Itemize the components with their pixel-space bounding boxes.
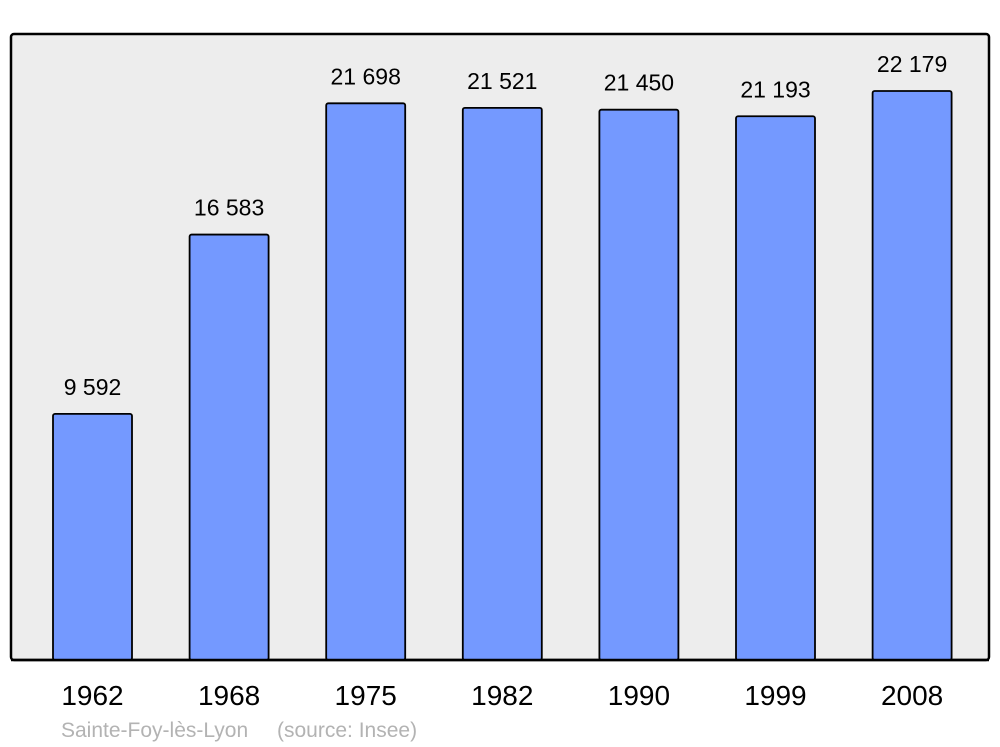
bar-1968 xyxy=(188,233,270,661)
value-label-1962: 9 592 xyxy=(64,374,122,400)
category-label-1990: 1990 xyxy=(608,680,670,711)
bar-1990 xyxy=(598,108,680,661)
category-label-2008: 2008 xyxy=(881,680,943,711)
category-label-1962: 1962 xyxy=(61,680,123,711)
footer-place: Sainte-Foy-lès-Lyon xyxy=(61,719,248,742)
bar-1962 xyxy=(52,413,133,661)
value-label-2008: 22 179 xyxy=(877,51,947,77)
value-label-1990: 21 450 xyxy=(604,70,674,96)
bar-1999 xyxy=(735,115,816,661)
value-label-1975: 21 698 xyxy=(331,63,401,89)
bar-1982 xyxy=(461,106,543,661)
bar-1975 xyxy=(325,102,407,661)
value-label-1999: 21 193 xyxy=(740,76,810,102)
category-label-1999: 1999 xyxy=(744,680,806,711)
bar-2008 xyxy=(871,90,953,661)
category-label-1975: 1975 xyxy=(335,680,397,711)
category-label-1968: 1968 xyxy=(198,680,260,711)
value-label-1968: 16 583 xyxy=(194,195,264,221)
footer-source: (source: Insee) xyxy=(277,719,417,742)
category-label-1982: 1982 xyxy=(471,680,533,711)
value-label-1982: 21 521 xyxy=(467,68,537,94)
